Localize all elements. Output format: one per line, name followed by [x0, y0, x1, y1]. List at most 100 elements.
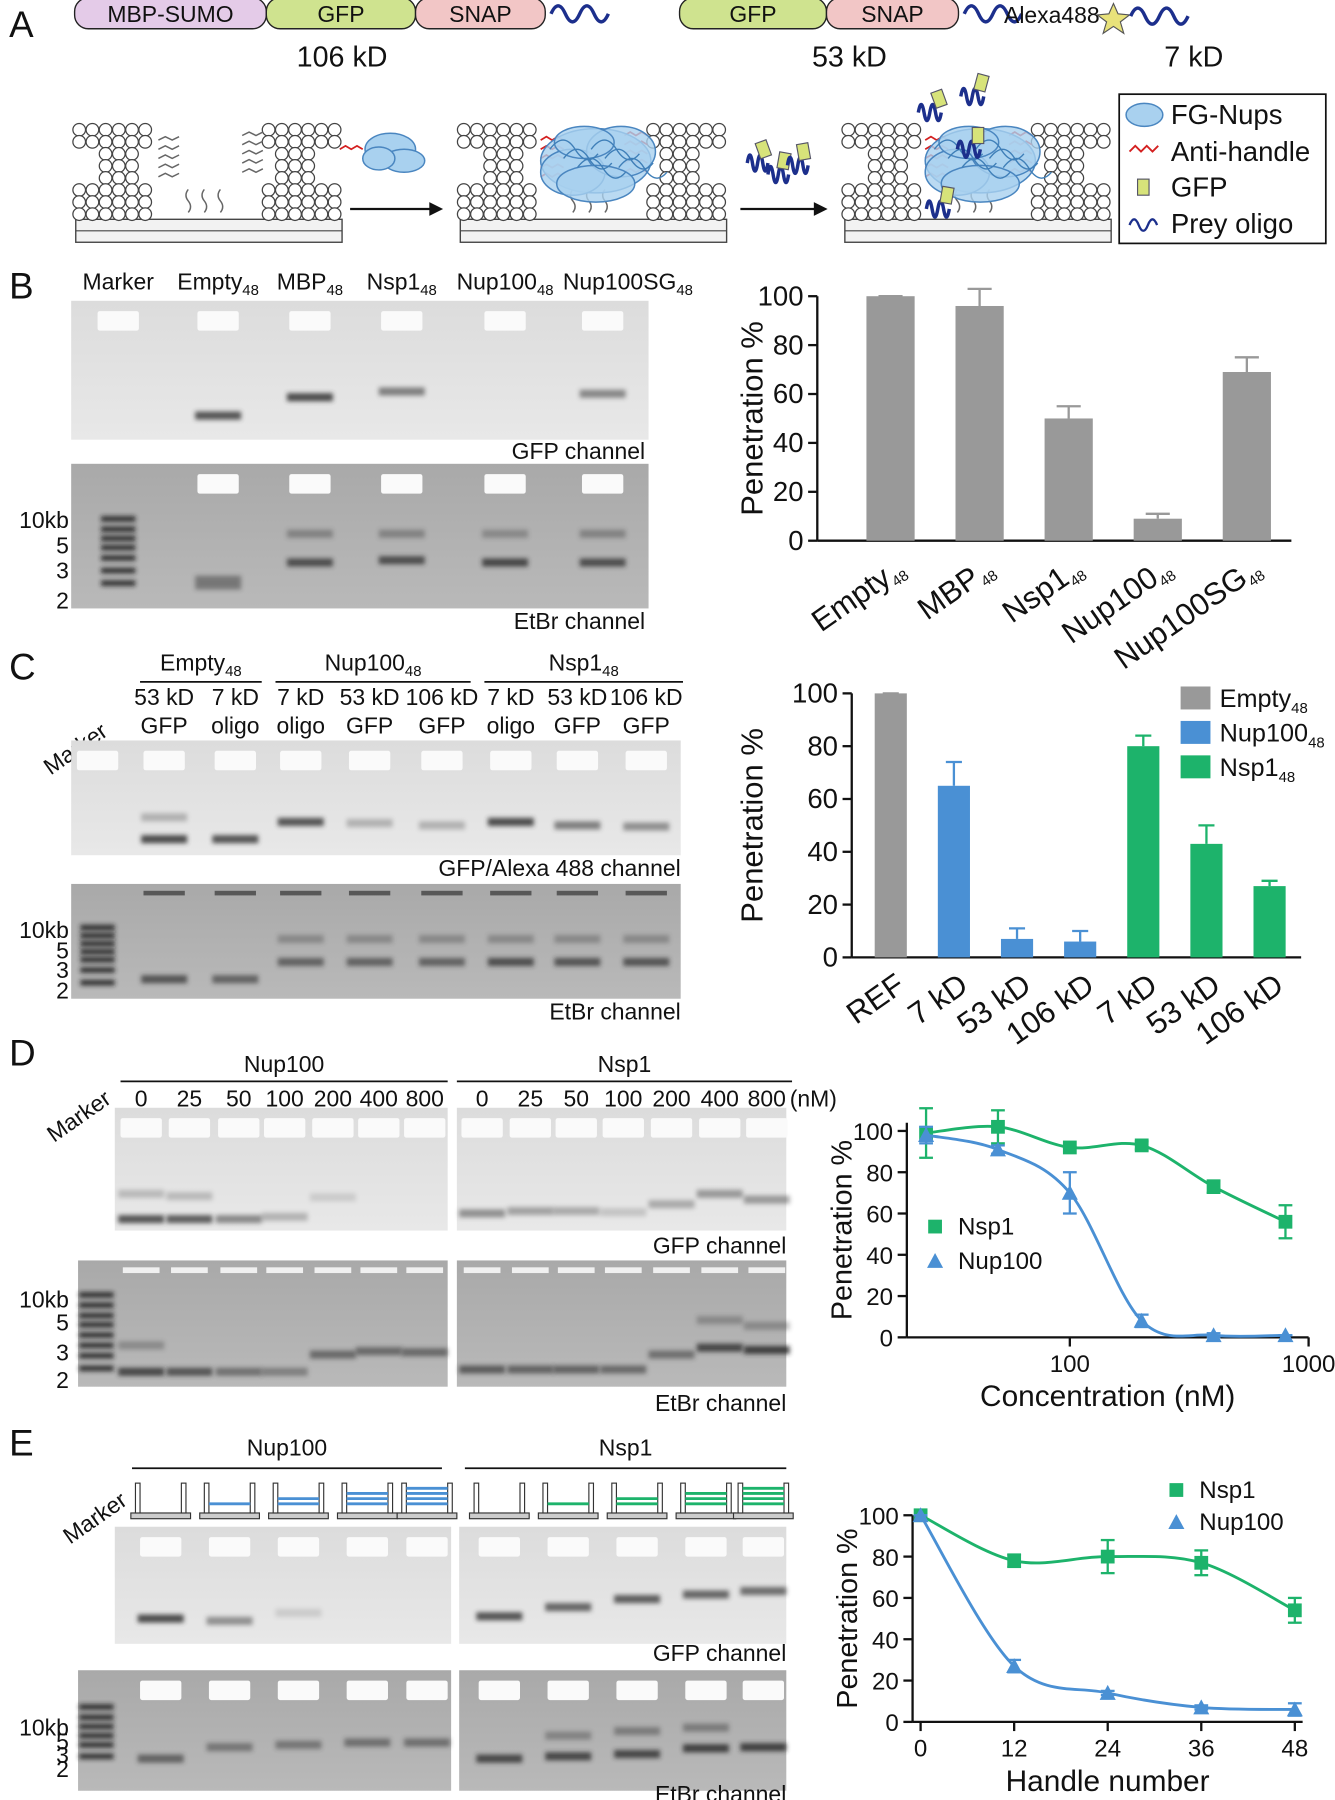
lane-label: 53 kD [134, 684, 194, 710]
origami-bead [1030, 183, 1045, 197]
bar [1190, 843, 1223, 958]
x-tick-label: MBP48 [911, 550, 1001, 629]
gel-well [547, 1537, 589, 1557]
origami-bead [470, 122, 484, 137]
origami-bead [672, 183, 687, 197]
bar [1253, 886, 1286, 958]
ladder-band [101, 555, 136, 561]
gel-well [266, 1267, 304, 1274]
y-tick-label: 60 [866, 1202, 893, 1229]
gel-band [137, 1614, 184, 1623]
origami-bead [685, 122, 700, 137]
point [1099, 1684, 1116, 1700]
gel-well [556, 890, 599, 896]
pore-icon-wall [473, 1482, 480, 1514]
origami-bead [261, 195, 276, 210]
gel-band [346, 957, 393, 967]
origami-bead [907, 122, 922, 137]
gel-band [275, 1608, 322, 1617]
origami-bead [125, 207, 139, 222]
origami-bead [1083, 122, 1098, 137]
origami-bead [712, 195, 727, 210]
origami-bead [880, 158, 895, 173]
gel-well [406, 1680, 448, 1701]
construct-part [414, 0, 546, 30]
group-label: Nsp148 [549, 649, 619, 680]
point [1205, 1327, 1222, 1343]
lane-label: Nup100SG48 [563, 268, 693, 299]
origami-bead [288, 158, 302, 173]
gel-well [143, 750, 185, 771]
origami-bead [1057, 134, 1072, 149]
origami-bead [854, 207, 869, 222]
marker-size: 3 [56, 1339, 69, 1365]
pore-icon-base [130, 1512, 192, 1520]
lane-label-main: Nup100SG [563, 268, 677, 294]
origami-bead [314, 134, 329, 149]
panel-label: D [9, 1032, 36, 1073]
origami-bead [509, 183, 524, 197]
group-label-sub: 48 [602, 663, 619, 680]
origami-bead [98, 207, 113, 222]
origami-bead [301, 171, 316, 185]
origami-bead [867, 146, 882, 161]
ladder-band [80, 940, 115, 947]
origami-bead [699, 134, 713, 149]
gel-band [553, 1365, 600, 1374]
gel-band [401, 1348, 448, 1357]
gel-well [421, 890, 463, 896]
group-label-main: Nup100 [325, 649, 405, 675]
origami-bead [138, 122, 153, 137]
point [991, 1119, 1005, 1134]
origami-bead [509, 158, 524, 173]
lane-label: 53 kD [340, 684, 400, 710]
oligo-wave [916, 102, 943, 123]
lane-label: GFP [623, 713, 670, 739]
gel-well [76, 750, 119, 771]
origami-bead [470, 207, 484, 222]
origami-bead [522, 122, 537, 137]
origami-bead [1043, 122, 1058, 137]
x-tick-label: 100 [1050, 1351, 1090, 1378]
lane-label: oligo [277, 713, 325, 739]
origami-bead [659, 195, 674, 210]
origami-bead [274, 195, 289, 210]
origami-bead [1083, 195, 1098, 210]
gel-well [214, 890, 256, 896]
origami-bead [288, 195, 302, 210]
channel-label: EtBr channel [514, 608, 645, 634]
fg-nup-strand [961, 157, 1011, 179]
gel-band [545, 1731, 592, 1740]
gel-band [553, 1207, 600, 1216]
marker-size: 5 [56, 1309, 69, 1335]
lane-label-sub: 48 [420, 282, 437, 299]
pore-icon-base [468, 1512, 530, 1520]
origami-bead [111, 134, 126, 149]
y-axis-label: Penetration % [826, 1140, 858, 1320]
origami-bead [841, 207, 856, 222]
origami-bead [685, 207, 700, 222]
origami-bead [327, 122, 342, 137]
origami-bead [867, 183, 882, 197]
gfp-icon [754, 139, 773, 160]
origami-bead [85, 122, 100, 137]
origami-bead [314, 195, 329, 210]
gel-band [309, 1350, 356, 1359]
y-tick-label: 100 [859, 1503, 899, 1530]
origami-bead [1096, 122, 1111, 137]
gel-well [557, 1267, 595, 1274]
point [1206, 1179, 1221, 1194]
gel-well [701, 1267, 739, 1274]
gel-band [696, 1343, 743, 1352]
gel-band [275, 1740, 322, 1749]
point [918, 1127, 935, 1142]
ladder-band [79, 1732, 114, 1739]
pore-icon-base [606, 1512, 668, 1520]
lane-label-sub: 48 [537, 282, 554, 299]
x-axis-label: Concentration (nM) [980, 1380, 1235, 1413]
origami-bead [98, 134, 113, 149]
legend-text-sub: 48 [1291, 700, 1308, 717]
y-tick-label: 60 [773, 378, 804, 409]
gel-band [696, 1316, 743, 1325]
